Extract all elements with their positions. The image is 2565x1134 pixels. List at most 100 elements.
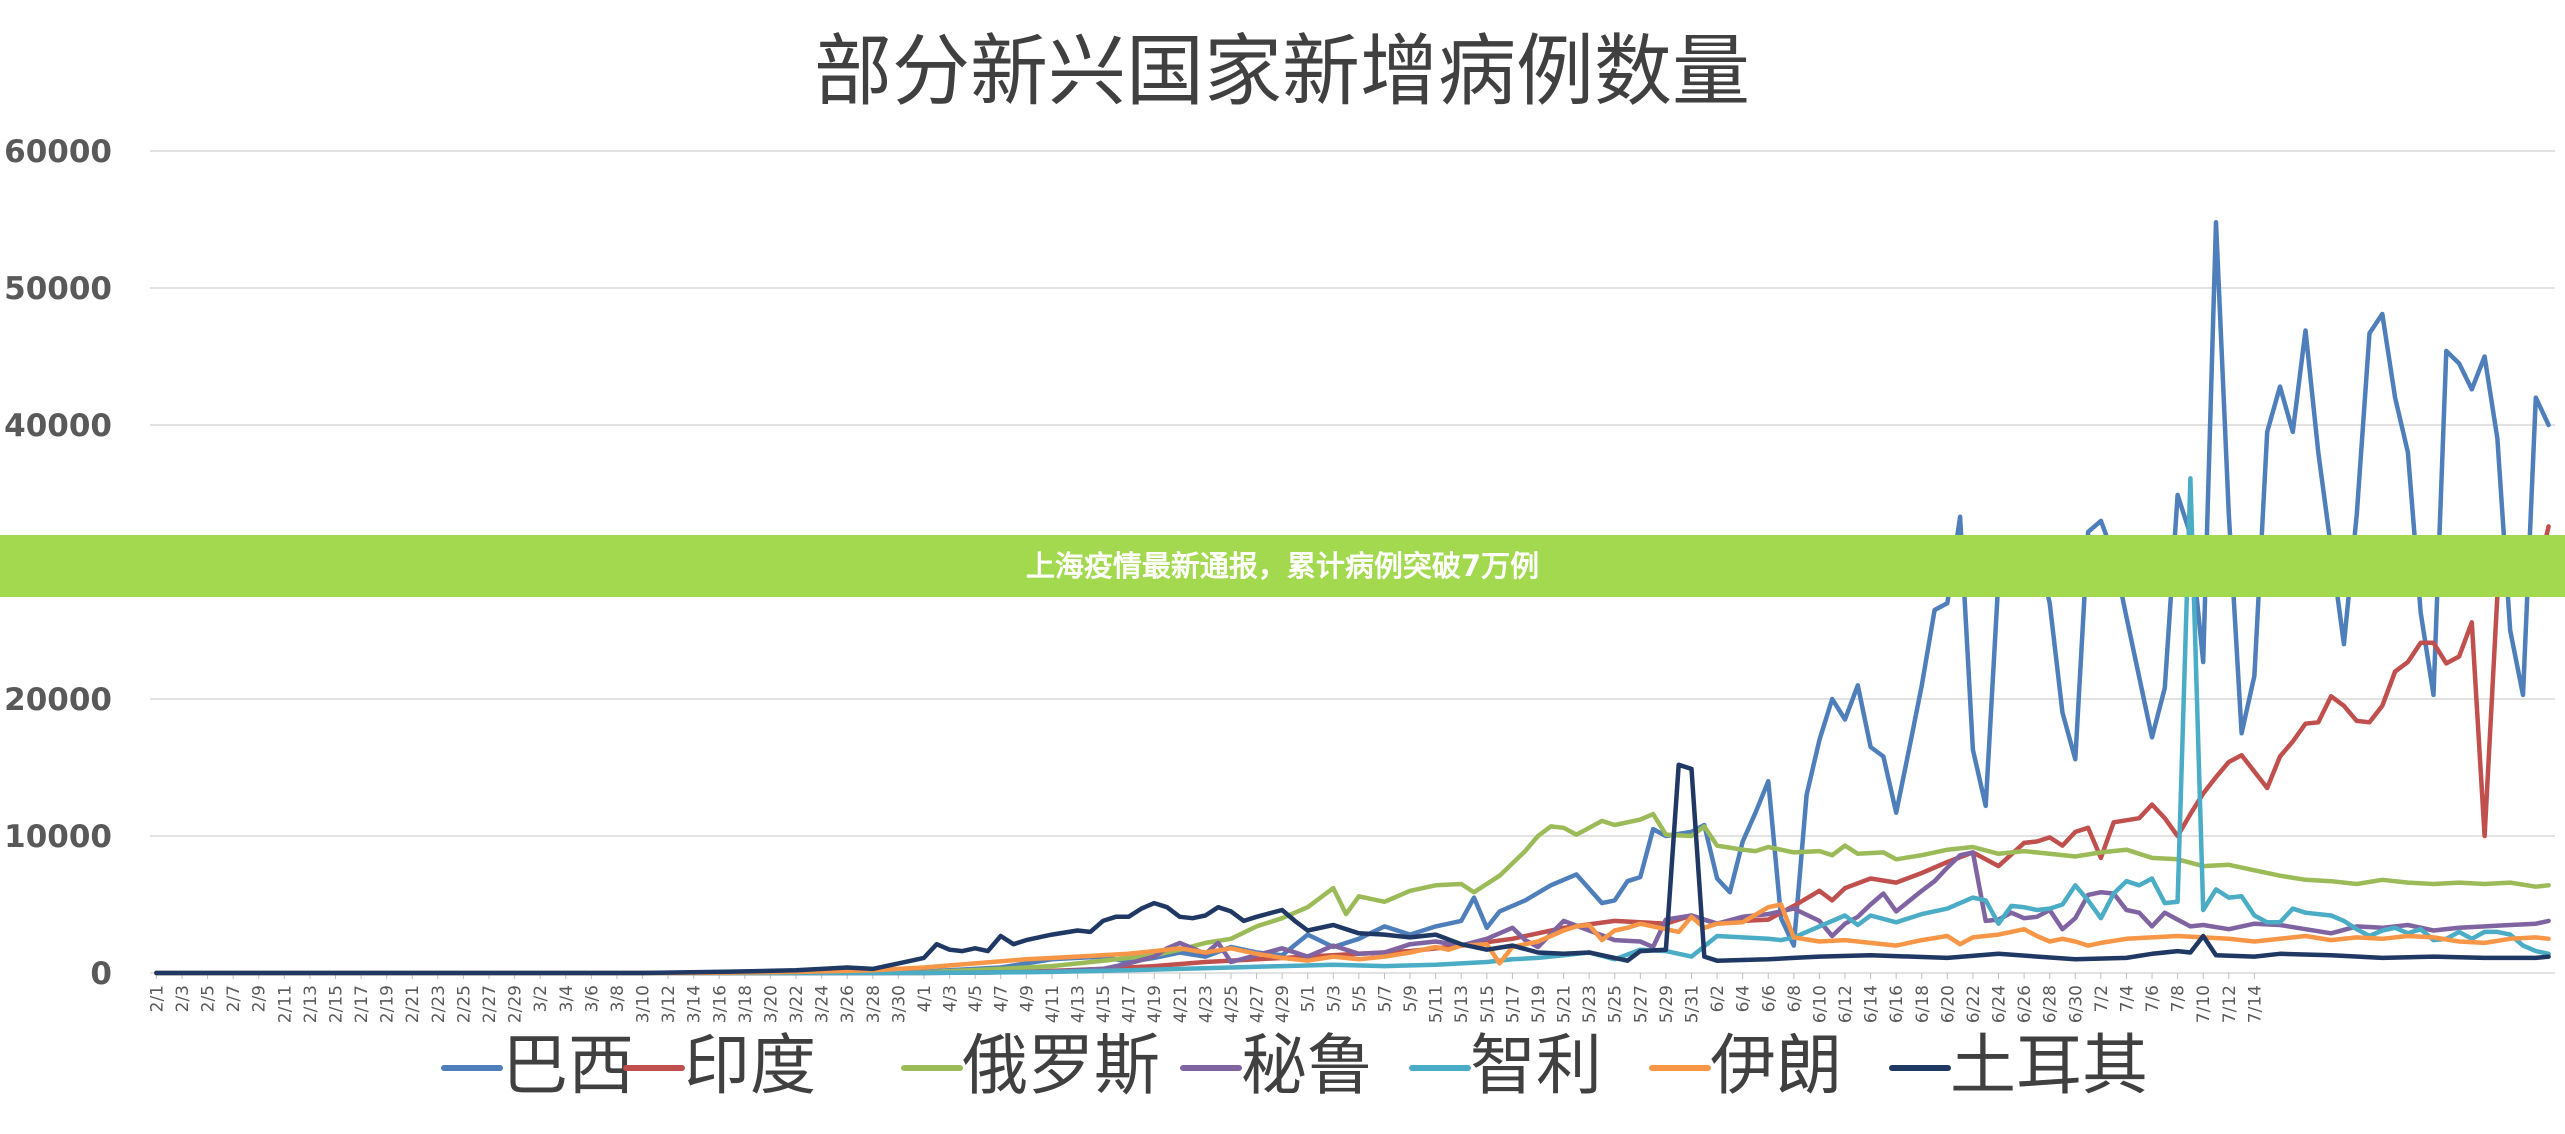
- x-tick-label: 4/25: [1222, 985, 1242, 1023]
- x-tick-label: 3/14: [685, 985, 705, 1023]
- x-tick-label: 6/28: [2041, 985, 2061, 1023]
- x-tick-label: 4/15: [1094, 985, 1114, 1023]
- legend-label: 俄罗斯: [962, 1027, 1160, 1104]
- x-tick-label: 6/10: [1810, 985, 1830, 1023]
- x-tick-label: 7/8: [2169, 985, 2189, 1012]
- x-tick-label: 5/25: [1606, 985, 1626, 1023]
- x-tick-label: 5/5: [1350, 985, 1370, 1012]
- x-tick-label: 2/17: [352, 985, 372, 1023]
- chart-title: 部分新兴国家新增病例数量: [814, 27, 1750, 117]
- x-tick-label: 3/12: [659, 985, 679, 1023]
- x-tick-label: 3/18: [736, 985, 756, 1023]
- x-tick-label: 7/10: [2194, 985, 2214, 1023]
- x-tick-label: 2/29: [506, 985, 526, 1023]
- x-tick-label: 2/7: [224, 985, 244, 1012]
- x-tick-label: 7/4: [2117, 985, 2137, 1012]
- x-tick-label: 4/21: [1171, 985, 1191, 1023]
- x-tick-label: 6/6: [1759, 985, 1779, 1012]
- x-tick-label: 4/13: [1068, 985, 1088, 1023]
- y-tick-label: 20000: [4, 682, 112, 718]
- x-tick-label: 5/17: [1503, 985, 1523, 1023]
- x-tick-label: 3/20: [761, 985, 781, 1023]
- x-tick-label: 3/30: [889, 985, 909, 1023]
- x-tick-label: 6/16: [1887, 985, 1907, 1023]
- x-tick-label: 3/10: [634, 985, 654, 1023]
- x-tick-label: 2/5: [199, 985, 219, 1012]
- x-tick-label: 6/2: [1708, 985, 1728, 1012]
- y-tick-label: 0: [90, 956, 112, 992]
- x-tick-label: 5/9: [1401, 985, 1421, 1012]
- x-tick-label: 2/9: [250, 985, 270, 1012]
- x-tick-label: 6/26: [2015, 985, 2035, 1023]
- y-tick-label: 50000: [4, 271, 112, 307]
- x-tick-label: 7/14: [2245, 985, 2265, 1023]
- x-tick-label: 5/31: [1683, 985, 1703, 1023]
- x-tick-label: 2/23: [429, 985, 449, 1023]
- x-tick-label: 7/12: [2220, 985, 2240, 1023]
- y-axis: 0100002000030000400005000060000: [4, 134, 112, 992]
- x-tick-label: 2/15: [326, 985, 346, 1023]
- x-tick-label: 6/30: [2066, 985, 2086, 1023]
- series-line-土耳其: [154, 762, 2551, 976]
- x-tick-label: 6/14: [1862, 985, 1882, 1023]
- x-tick-label: 3/22: [787, 985, 807, 1023]
- x-tick-label: 6/8: [1785, 985, 1805, 1012]
- x-tick-label: 3/26: [838, 985, 858, 1023]
- x-tick-label: 4/3: [941, 985, 961, 1012]
- x-tick-label: 3/4: [557, 985, 577, 1012]
- legend-label: 智利: [1470, 1027, 1602, 1104]
- news-banner[interactable]: 上海疫情最新通报，累计病例突破7万例: [0, 535, 2565, 597]
- x-tick-label: 2/13: [301, 985, 321, 1023]
- x-tick-label: 6/18: [1913, 985, 1933, 1023]
- x-tick-label: 5/11: [1427, 985, 1447, 1023]
- legend-label: 伊朗: [1710, 1027, 1842, 1104]
- x-axis: 2/1 2/3 2/5 2/7 2/9 2/11 2/13 2/15 2/17 2/19 2/21 2…: [147, 973, 2265, 1023]
- x-tick-label: 5/3: [1324, 985, 1344, 1012]
- x-tick-label: 6/12: [1836, 985, 1856, 1023]
- x-tick-label: 5/15: [1478, 985, 1498, 1023]
- y-tick-label: 40000: [4, 408, 112, 444]
- series-line-智利: [154, 476, 2551, 976]
- x-tick-label: 5/21: [1555, 985, 1575, 1023]
- x-tick-label: 4/29: [1273, 985, 1293, 1023]
- x-tick-label: 2/11: [275, 985, 295, 1023]
- x-tick-label: 2/25: [454, 985, 474, 1023]
- x-tick-label: 5/13: [1452, 985, 1472, 1023]
- x-tick-label: 4/5: [966, 985, 986, 1012]
- x-tick-label: 4/7: [992, 985, 1012, 1012]
- x-tick-label: 4/19: [1145, 985, 1165, 1023]
- x-tick-label: 2/21: [403, 985, 423, 1023]
- x-tick-label: 4/17: [1120, 985, 1140, 1023]
- x-tick-label: 2/19: [378, 985, 398, 1023]
- x-tick-label: 4/27: [1248, 985, 1268, 1023]
- x-tick-label: 7/6: [2143, 985, 2163, 1012]
- x-tick-label: 3/8: [608, 985, 628, 1012]
- x-tick-label: 3/2: [531, 985, 551, 1012]
- legend-label: 巴西: [502, 1027, 634, 1104]
- y-tick-label: 60000: [4, 134, 112, 170]
- x-tick-label: 5/27: [1631, 985, 1651, 1023]
- legend-label: 秘鲁: [1241, 1027, 1373, 1104]
- x-tick-label: 2/1: [147, 985, 167, 1012]
- x-tick-label: 4/11: [1043, 985, 1063, 1023]
- x-tick-label: 5/23: [1580, 985, 1600, 1023]
- x-tick-label: 2/3: [173, 985, 193, 1012]
- x-tick-label: 6/4: [1734, 985, 1754, 1012]
- x-tick-label: 6/24: [1990, 985, 2010, 1023]
- x-tick-label: 4/1: [915, 985, 935, 1012]
- series-line-印度: [154, 524, 2551, 976]
- x-tick-label: 4/9: [1017, 985, 1037, 1012]
- x-tick-label: 5/29: [1657, 985, 1677, 1023]
- x-tick-label: 5/7: [1375, 985, 1395, 1012]
- series-lines: [154, 219, 2551, 976]
- x-tick-label: 5/19: [1529, 985, 1549, 1023]
- x-tick-label: 4/23: [1196, 985, 1216, 1023]
- x-tick-label: 2/27: [480, 985, 500, 1023]
- legend-label: 印度: [684, 1027, 816, 1104]
- legend-label: 土耳其: [1950, 1027, 2148, 1104]
- x-tick-label: 6/22: [1964, 985, 1984, 1023]
- x-tick-label: 3/24: [813, 985, 833, 1023]
- series-line-伊朗: [154, 902, 2551, 976]
- series-line-俄罗斯: [154, 811, 2551, 976]
